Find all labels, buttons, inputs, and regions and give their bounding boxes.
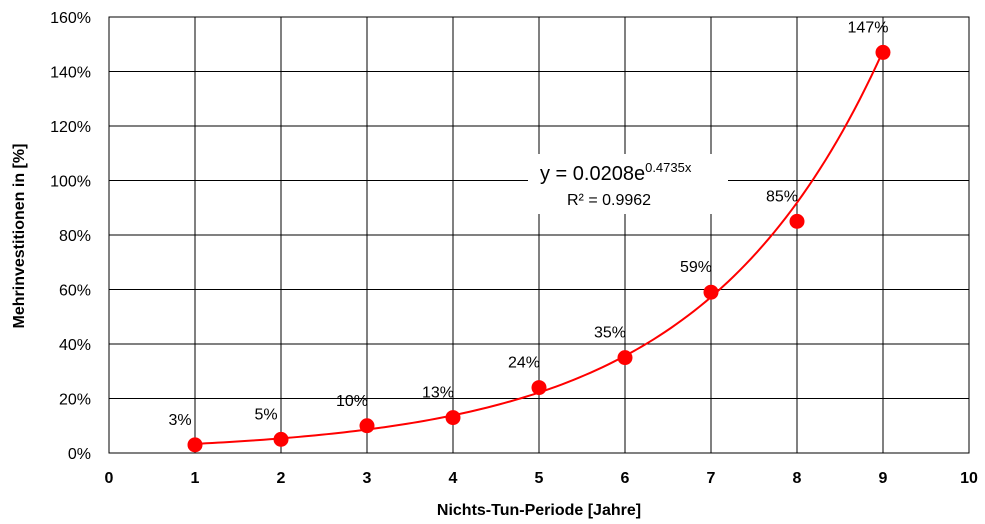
data-point: [703, 284, 719, 300]
data-label: 10%: [336, 393, 368, 410]
data-label: 24%: [508, 355, 540, 372]
data-point: [617, 350, 633, 366]
x-tick-label: 10: [960, 470, 978, 487]
x-tick-label: 8: [793, 470, 802, 487]
trendline-equation-box: y = 0.0208e0.4735x R² = 0.9962: [528, 154, 728, 214]
x-tick-label: 6: [621, 470, 630, 487]
x-tick-label: 0: [105, 470, 114, 487]
data-point: [359, 418, 375, 434]
data-point: [789, 213, 805, 229]
y-tick-label: 20%: [59, 392, 91, 409]
y-tick-label: 120%: [50, 119, 91, 136]
y-tick-label: 40%: [59, 337, 91, 354]
data-label: 147%: [848, 19, 889, 36]
equation-base: y = 0.0208e: [540, 163, 645, 185]
equation-background: [528, 154, 728, 214]
x-tick-label: 4: [449, 470, 458, 487]
data-point: [875, 44, 891, 60]
y-axis-tick-labels: 0% 20% 40% 60% 80% 100% 120% 140% 160%: [50, 10, 91, 463]
data-label: 3%: [168, 412, 191, 429]
x-tick-label: 3: [363, 470, 372, 487]
data-label: 13%: [422, 385, 454, 402]
x-axis-title: Nichts-Tun-Periode [Jahre]: [437, 502, 641, 519]
trendline-equation: y = 0.0208e0.4735x: [540, 160, 692, 185]
x-tick-label: 9: [879, 470, 888, 487]
y-axis-title: Mehrinvestitionen in [%]: [11, 144, 28, 329]
x-tick-label: 1: [191, 470, 200, 487]
data-point: [445, 410, 461, 426]
trendline-r-squared: R² = 0.9962: [567, 192, 651, 209]
data-label: 5%: [254, 406, 277, 423]
y-tick-label: 140%: [50, 65, 91, 82]
x-tick-label: 7: [707, 470, 716, 487]
plot-area-border: [108, 16, 970, 454]
equation-exponent: 0.4735x: [645, 160, 692, 175]
data-point: [273, 431, 289, 447]
data-label: 85%: [766, 188, 798, 205]
y-tick-label: 100%: [50, 174, 91, 191]
y-tick-label: 160%: [50, 10, 91, 27]
x-axis-tick-labels: 0 1 2 3 4 5 6 7 8 9 10: [105, 470, 978, 487]
data-points: [187, 44, 891, 453]
y-tick-label: 60%: [59, 283, 91, 300]
y-tick-label: 0%: [68, 446, 91, 463]
data-label: 35%: [594, 325, 626, 342]
data-point: [531, 380, 547, 396]
x-tick-label: 5: [535, 470, 544, 487]
data-point: [187, 437, 203, 453]
x-tick-label: 2: [277, 470, 286, 487]
y-tick-label: 80%: [59, 228, 91, 245]
data-label: 59%: [680, 259, 712, 276]
data-labels: 3% 5% 10% 13% 24% 35% 59% 85% 147%: [168, 19, 888, 428]
